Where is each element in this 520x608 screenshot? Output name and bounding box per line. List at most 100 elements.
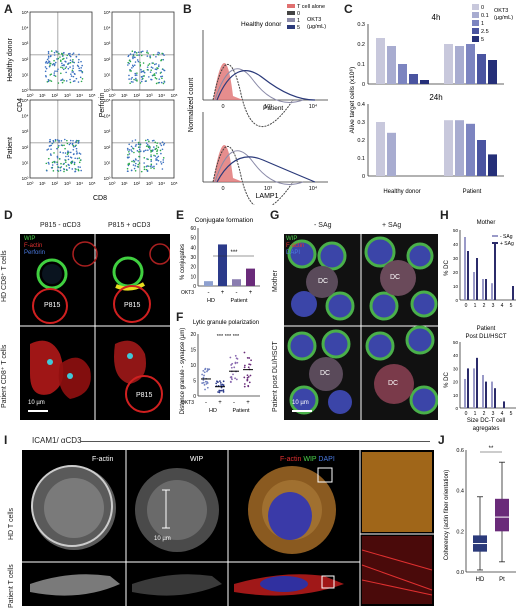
flow-event bbox=[66, 153, 69, 155]
f-point bbox=[217, 391, 219, 393]
flow-x-tick: 10⁰ bbox=[27, 181, 34, 186]
flow-x-tick: 10² bbox=[134, 93, 141, 98]
hist-x-tick: 10³ bbox=[264, 104, 272, 110]
cell-label-p815-1: P815 bbox=[44, 302, 61, 309]
flow-event bbox=[49, 153, 52, 155]
e-sig-stars: *** bbox=[230, 250, 238, 256]
c-legend-title: OKT3 bbox=[494, 8, 508, 14]
flow-event bbox=[150, 78, 152, 81]
chart-title-conjugate: Conjugate formation bbox=[195, 217, 254, 224]
c-bar bbox=[466, 123, 475, 176]
flow-event bbox=[65, 168, 68, 171]
f-point bbox=[243, 383, 246, 385]
e-okt3-label: OKT3 bbox=[181, 290, 194, 296]
h-y-tick: 0 bbox=[455, 298, 458, 303]
flow-event bbox=[162, 159, 165, 161]
flow-x-tick: 10¹ bbox=[121, 181, 128, 186]
flow-event bbox=[144, 149, 147, 152]
flow-x-tick: 10¹ bbox=[39, 181, 46, 186]
flow-event bbox=[152, 54, 155, 56]
flow-event bbox=[77, 139, 79, 142]
flow-event bbox=[136, 72, 138, 74]
flow-event bbox=[72, 65, 74, 67]
f-point bbox=[230, 364, 233, 366]
flow-event bbox=[128, 74, 130, 77]
flow-event bbox=[149, 56, 152, 59]
flow-event bbox=[64, 60, 66, 63]
col-label-wip: WIP bbox=[190, 456, 204, 463]
h-x-tick: 5 bbox=[510, 411, 513, 417]
axis-label-cd4: CD4 bbox=[17, 98, 24, 112]
flow-event bbox=[156, 149, 159, 151]
flow-event bbox=[54, 61, 57, 64]
flow-event bbox=[56, 147, 58, 150]
flow-y-tick: 10³ bbox=[104, 41, 111, 46]
flow-event bbox=[130, 78, 133, 80]
flow-event bbox=[146, 170, 149, 173]
flow-event bbox=[45, 60, 48, 63]
flow-event bbox=[163, 81, 166, 83]
flow-event bbox=[128, 143, 130, 146]
flow-y-tick: 10⁰ bbox=[104, 176, 111, 181]
flow-event bbox=[128, 62, 130, 65]
h-x-tick: 3 bbox=[492, 411, 495, 417]
flow-event bbox=[146, 55, 149, 57]
flow-event bbox=[137, 146, 140, 149]
panel-label-a: A bbox=[4, 2, 13, 16]
flow-x-tick: 10³ bbox=[146, 93, 153, 98]
h-bar bbox=[503, 401, 505, 408]
flow-event bbox=[58, 158, 61, 160]
flow-event bbox=[146, 68, 149, 71]
flow-event bbox=[127, 55, 130, 58]
flow-event bbox=[157, 155, 160, 158]
flow-event bbox=[73, 161, 76, 164]
micro-g bbox=[284, 234, 438, 420]
c-legend-label: 0.1 bbox=[481, 13, 489, 19]
legend-g: WIP F-actin DAPI bbox=[286, 236, 304, 257]
flow-event bbox=[159, 72, 162, 74]
flow-event bbox=[157, 159, 160, 162]
flow-event bbox=[68, 62, 70, 64]
flow-event bbox=[66, 54, 69, 57]
c-bar bbox=[455, 120, 464, 176]
flow-event bbox=[47, 157, 50, 160]
flow-event bbox=[71, 53, 74, 56]
flow-event bbox=[139, 143, 142, 146]
flow-event bbox=[80, 169, 82, 172]
flow-event bbox=[71, 60, 74, 63]
flow-event bbox=[77, 168, 80, 171]
flow-y-tick: 10⁴ bbox=[22, 26, 29, 31]
e-y-tick: 30 bbox=[190, 255, 196, 261]
flow-event bbox=[143, 168, 146, 171]
row-label-hd-cd8: HD CD8⁺ T cells bbox=[1, 250, 8, 302]
flow-event bbox=[139, 82, 142, 84]
flow-event bbox=[156, 150, 158, 153]
flow-event bbox=[56, 155, 59, 158]
flow-event bbox=[155, 77, 158, 80]
flow-event bbox=[44, 66, 47, 68]
flow-y-tick: 10³ bbox=[22, 41, 29, 46]
f-point bbox=[206, 386, 209, 389]
flow-event bbox=[133, 151, 135, 154]
flow-event bbox=[141, 50, 144, 53]
hist-legend-label: 1 bbox=[297, 18, 300, 24]
flow-event bbox=[62, 52, 65, 54]
flow-event bbox=[131, 67, 133, 69]
flow-event bbox=[72, 75, 75, 78]
f-point bbox=[205, 382, 208, 385]
c-y-tick: 0 bbox=[362, 82, 365, 88]
flow-event bbox=[75, 150, 78, 152]
flow-event bbox=[77, 81, 80, 83]
hist-okt3-0 bbox=[212, 146, 294, 205]
flow-event bbox=[148, 63, 151, 65]
h-x-tick: 4 bbox=[501, 303, 504, 309]
f-point bbox=[202, 379, 205, 381]
flow-event bbox=[133, 161, 135, 163]
flow-event bbox=[133, 56, 135, 58]
flow-event bbox=[137, 163, 140, 166]
flow-event bbox=[49, 79, 51, 82]
panel-j-chart: Coherency (actin fiber orientation) 0.6 0… bbox=[444, 446, 516, 583]
e-y-tick: 10 bbox=[190, 274, 196, 280]
flow-event bbox=[45, 162, 48, 165]
flow-event bbox=[79, 153, 82, 155]
